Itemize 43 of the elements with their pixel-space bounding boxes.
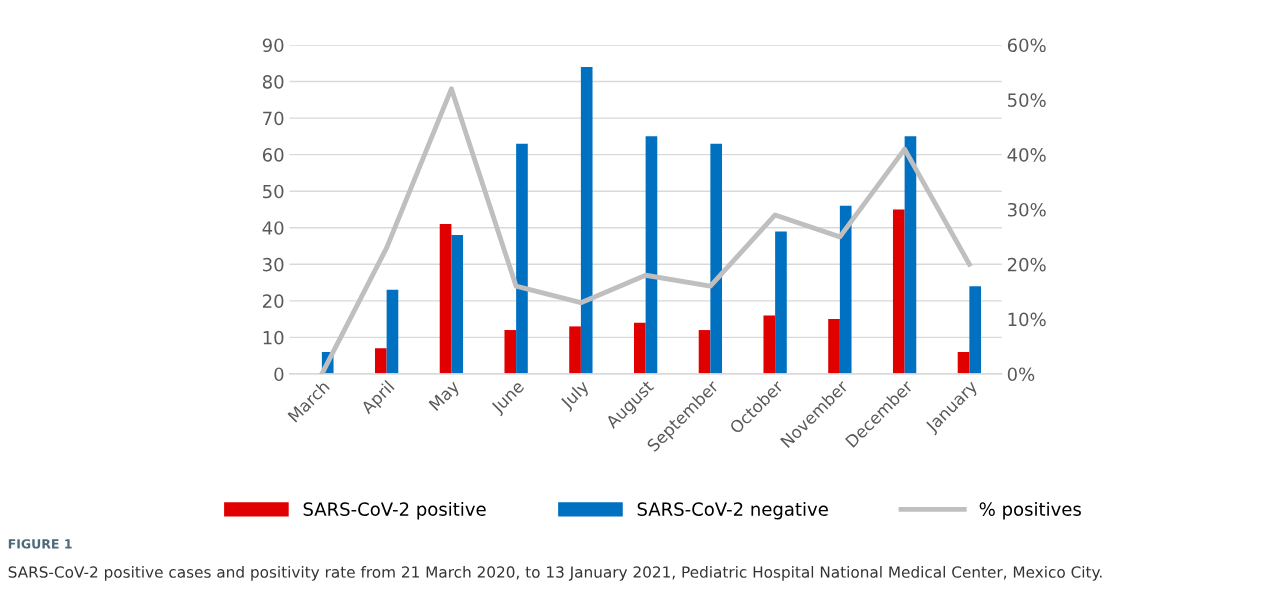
bar — [710, 143, 723, 374]
bar — [904, 136, 917, 374]
y2-tick-label: 10% — [1008, 312, 1046, 327]
y2-tick-label: 40% — [1007, 148, 1046, 162]
bar — [957, 351, 970, 374]
bar — [892, 209, 905, 374]
bar — [386, 289, 399, 374]
y-tick-label: 20 — [262, 294, 284, 308]
y-tick-label: 70 — [263, 111, 284, 126]
bar — [439, 224, 452, 374]
y2-tick-label: 50% — [1008, 93, 1046, 107]
bar — [516, 143, 528, 374]
text: SARS-CoV-2 positive cases and positivity rate from 21 March 2020, to 13 January 2021, Pediatric Hospital National Medical Center, Mexico City. — [8, 565, 1102, 581]
y2-tick-label: 30% — [1007, 202, 1046, 217]
y-tick-label: 0 — [274, 367, 284, 382]
y-tick-label: 30 — [263, 257, 284, 272]
line-series — [319, 86, 972, 374]
bar — [580, 66, 593, 374]
legend-label: % positives — [979, 501, 1081, 520]
bar — [698, 330, 711, 374]
y-tick-label: 10 — [263, 330, 284, 345]
y2-tick-label: 60% — [1007, 38, 1046, 53]
caption: FIGURE 1 — [8, 539, 72, 549]
y2-tick-label: 20% — [1007, 257, 1046, 272]
legend-label: SARS-CoV-2 negative — [637, 501, 828, 520]
legend-label: SARS-CoV-2 positive — [303, 501, 486, 520]
bar — [763, 315, 776, 374]
y-tick-label: 50 — [263, 184, 284, 199]
bar — [828, 319, 840, 374]
bar — [569, 326, 581, 374]
y-tick-label: 40 — [262, 221, 284, 235]
bar — [775, 231, 787, 374]
bar — [374, 348, 387, 374]
y-tick-label: 60 — [262, 148, 284, 162]
y-tick-label: 80 — [262, 75, 284, 89]
bar — [969, 286, 982, 374]
y-tick-label: 90 — [262, 38, 284, 53]
bar — [633, 322, 646, 374]
bar — [645, 136, 658, 374]
y2-tick-label: 0% — [1007, 367, 1035, 382]
bar — [839, 205, 852, 374]
bar — [451, 235, 464, 374]
bar — [504, 330, 517, 374]
